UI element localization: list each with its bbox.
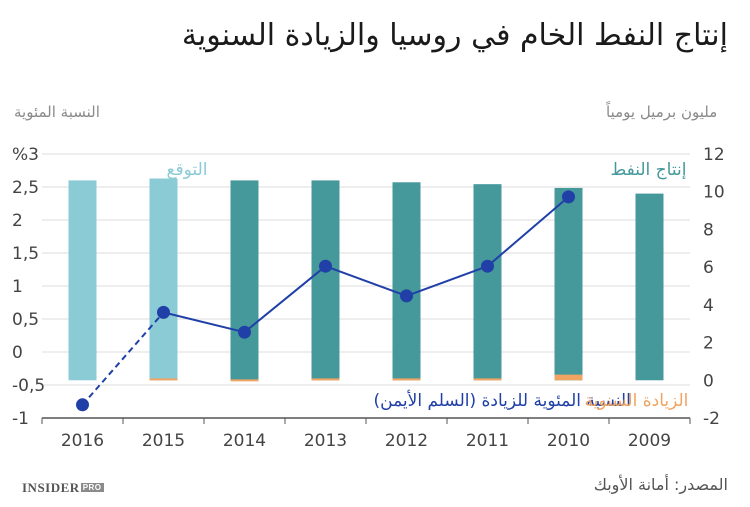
right-tick-label: 6 xyxy=(703,258,714,278)
percent-point xyxy=(319,259,332,273)
right-tick-label: 8 xyxy=(703,220,714,240)
percent-line-segment xyxy=(406,265,488,297)
right-tick-label: 10 xyxy=(703,183,725,203)
percent-point xyxy=(562,190,575,204)
annual-increase-bar xyxy=(473,378,502,381)
percent-point xyxy=(157,305,170,319)
left-tick-label: 0 xyxy=(12,343,23,363)
production-bar xyxy=(635,193,664,381)
percent-point xyxy=(481,259,494,273)
production-bar xyxy=(149,178,178,381)
percent-line-segment xyxy=(325,265,407,297)
brand-name: INSIDER xyxy=(22,480,80,495)
production-series-label: إنتاج النفط xyxy=(611,160,687,180)
left-tick-label: 2,5 xyxy=(12,178,39,198)
x-tick-label: 2013 xyxy=(304,431,347,451)
left-tick-label: 1 xyxy=(12,277,23,297)
x-tick-label: 2009 xyxy=(628,431,671,451)
x-tick-label: 2012 xyxy=(385,431,428,451)
x-tick-label: 2016 xyxy=(61,431,104,451)
percent-line-segment xyxy=(163,311,245,334)
brand-tag: PRO xyxy=(80,483,104,492)
percent-line-segment xyxy=(486,196,570,267)
annual-increase-bar xyxy=(230,379,259,382)
percent-line-segment xyxy=(81,311,165,406)
left-tick-label: -0,5 xyxy=(12,376,45,396)
source-note: المصدر: أمانة الأوبك xyxy=(593,475,728,494)
right-axis-title: مليون برميل يومياً xyxy=(606,103,718,121)
x-tick-label: 2015 xyxy=(142,431,185,451)
x-tick-label: 2011 xyxy=(466,431,509,451)
left-tick-label: 1,5 xyxy=(12,244,39,264)
production-bar xyxy=(473,184,502,381)
percent-point xyxy=(238,325,251,339)
annual-increase-series-label: الزيادة السنوية xyxy=(585,391,689,411)
percent-point xyxy=(76,398,89,412)
right-tick-label: -2 xyxy=(703,409,720,429)
page-title: إنتاج النفط الخام في روسيا والزيادة السن… xyxy=(181,18,728,53)
annual-increase-bar xyxy=(311,378,340,381)
percent-series-label: النسبة المئوية للزيادة (السلم الأيمن) xyxy=(374,390,631,411)
x-tick-label: 2014 xyxy=(223,431,266,451)
left-tick-label: 2 xyxy=(12,211,23,231)
left-tick-label: %3 xyxy=(12,145,39,165)
x-tick-label: 2010 xyxy=(547,431,590,451)
right-tick-label: 4 xyxy=(703,296,714,316)
left-tick-label: 0,5 xyxy=(12,310,39,330)
right-tick-label: 12 xyxy=(703,145,725,165)
percent-point xyxy=(400,289,413,303)
percent-line-segment xyxy=(243,265,327,333)
right-tick-label: 0 xyxy=(703,371,714,391)
left-axis-title: النسبة المئوية xyxy=(14,103,100,121)
left-tick-label: -1 xyxy=(12,409,29,429)
annual-increase-bar xyxy=(392,378,421,381)
production-bar xyxy=(554,187,583,381)
right-tick-label: 2 xyxy=(703,334,714,354)
production-bar xyxy=(68,180,97,381)
annual-increase-bar xyxy=(554,374,583,381)
brand-logo: INSIDER PRO xyxy=(22,480,104,496)
forecast-label: التوقع xyxy=(167,160,208,180)
production-bar xyxy=(392,182,421,381)
production-bar xyxy=(311,180,340,381)
annual-increase-bar xyxy=(149,378,178,381)
production-bar xyxy=(230,180,259,381)
